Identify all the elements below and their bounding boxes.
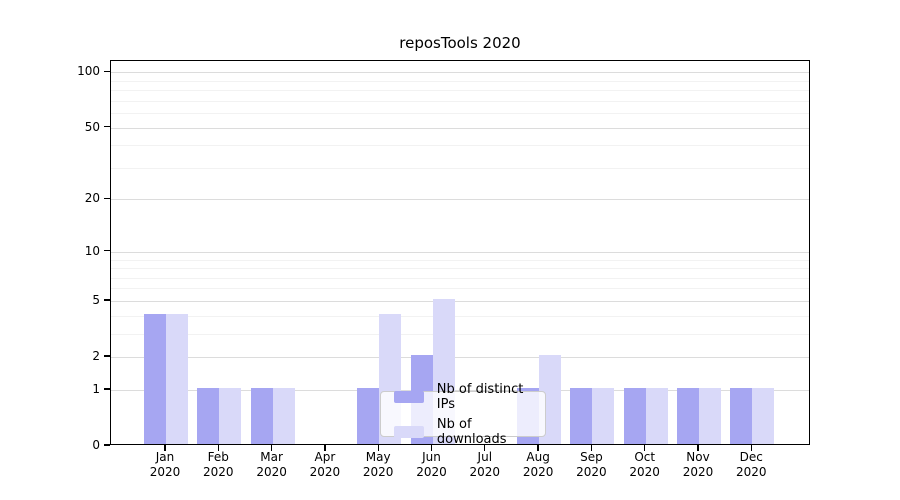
- y-tick-label: 0: [92, 438, 100, 452]
- gridline-minor: [111, 277, 809, 279]
- bar-distinct-ips: [144, 313, 166, 444]
- gridline-minor: [111, 268, 809, 270]
- bar-downloads: [592, 387, 615, 444]
- x-tick-label: Aug 2020: [522, 450, 554, 479]
- bar-distinct-ips: [250, 387, 273, 444]
- gridline-minor: [111, 80, 809, 82]
- gridline-minor: [111, 145, 809, 147]
- x-tick-mark: [750, 445, 752, 451]
- bar-downloads: [166, 313, 188, 444]
- bar-downloads: [752, 387, 775, 444]
- x-tick-mark: [590, 445, 593, 451]
- bar-distinct-ips: [357, 387, 380, 444]
- legend-item-downloads: Nb of downloads: [394, 417, 545, 447]
- plot-area: [110, 60, 810, 445]
- x-tick-label: Dec 2020: [736, 450, 767, 479]
- legend-swatch-downloads: [394, 425, 424, 438]
- gridline-minor: [111, 90, 809, 92]
- y-tick-mark: [104, 444, 110, 446]
- gridline-major: [111, 300, 809, 302]
- x-tick-label: Sep 2020: [576, 450, 607, 479]
- x-tick-mark: [270, 445, 273, 451]
- x-tick-label: Feb 2020: [203, 450, 234, 479]
- y-tick-mark: [104, 299, 110, 301]
- gridline-minor: [111, 113, 809, 115]
- y-tick-mark: [104, 70, 110, 72]
- x-tick-mark: [537, 445, 539, 451]
- bar-downloads: [219, 387, 242, 444]
- x-tick-mark: [217, 445, 219, 451]
- x-tick-label: Oct 2020: [629, 450, 660, 479]
- x-tick-mark: [324, 445, 326, 451]
- gridline-major: [111, 389, 809, 391]
- x-tick-mark: [484, 445, 486, 451]
- x-tick-mark: [164, 445, 166, 451]
- bar-distinct-ips: [570, 387, 593, 444]
- y-tick-mark: [104, 197, 110, 200]
- bar-distinct-ips: [197, 387, 220, 444]
- gridline-minor: [111, 100, 809, 102]
- x-tick-mark: [377, 445, 379, 451]
- gridline-minor: [111, 288, 809, 290]
- legend-label-downloads: Nb of downloads: [436, 416, 507, 447]
- x-tick-label: Nov 2020: [682, 450, 714, 479]
- y-tick-mark: [104, 355, 110, 357]
- x-tick-mark: [697, 445, 699, 451]
- gridline-major: [111, 127, 809, 129]
- y-tick-label: 20: [84, 191, 100, 206]
- legend-label-distinct-ips: Nb of distinct IPs: [436, 381, 524, 412]
- chart-title: reposTools 2020: [399, 34, 521, 52]
- y-tick-label: 1: [92, 381, 100, 396]
- gridline-minor: [111, 315, 809, 317]
- legend: Nb of distinct IPs Nb of downloads: [380, 382, 546, 447]
- gridline-major: [111, 251, 809, 253]
- bar-downloads: [699, 387, 721, 444]
- bar-downloads: [645, 387, 668, 444]
- legend-item-distinct-ips: Nb of distinct IPs: [394, 382, 545, 412]
- y-tick-label: 50: [84, 119, 100, 134]
- y-tick-label: 100: [77, 64, 100, 79]
- gridline-minor: [111, 333, 809, 335]
- gridline-minor: [111, 167, 809, 169]
- y-tick-label: 2: [92, 349, 100, 364]
- x-tick-label: May 2020: [362, 450, 394, 479]
- x-tick-label: Jul 2020: [469, 450, 501, 479]
- bar-distinct-ips: [623, 387, 646, 444]
- y-tick-label: 10: [84, 243, 100, 258]
- bar-downloads: [272, 387, 295, 444]
- y-tick-mark: [104, 125, 110, 128]
- x-tick-mark: [644, 445, 646, 451]
- x-tick-label: Jan 2020: [149, 450, 181, 479]
- gridline-major: [111, 199, 809, 201]
- legend-swatch-distinct-ips: [394, 390, 424, 403]
- gridline-minor: [111, 259, 809, 261]
- gridline-major: [111, 72, 809, 74]
- y-tick-label: 5: [92, 292, 100, 307]
- bar-distinct-ips: [730, 387, 753, 444]
- x-tick-label: Mar 2020: [256, 450, 287, 479]
- x-tick-label: Jun 2020: [416, 450, 447, 479]
- y-tick-mark: [104, 388, 110, 390]
- bar-distinct-ips: [677, 387, 699, 444]
- gridline-major: [111, 357, 809, 359]
- y-tick-mark: [104, 250, 110, 252]
- x-tick-mark: [430, 445, 433, 451]
- x-tick-label: Apr 2020: [309, 450, 341, 479]
